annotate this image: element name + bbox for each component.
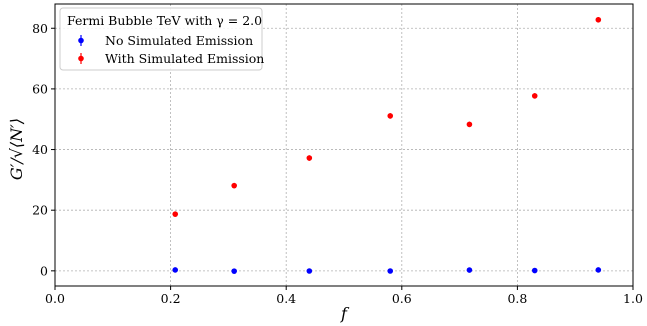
- point-no-emission: [595, 267, 602, 273]
- legend-title: Fermi Bubble TeV with γ = 2.0: [67, 13, 262, 28]
- point-no-emission: [387, 268, 394, 274]
- point-with-emission: [531, 93, 538, 99]
- y-tick-label: 60: [32, 81, 48, 96]
- point-with-emission: [306, 155, 313, 161]
- x-tick-label: 1.0: [623, 291, 643, 306]
- x-tick-label: 0.8: [507, 291, 527, 306]
- point-with-emission: [172, 211, 179, 217]
- x-tick-label: 0.6: [392, 291, 412, 306]
- point-no-emission: [466, 267, 473, 273]
- legend-label-no-emission: No Simulated Emission: [105, 33, 253, 48]
- point-no-emission: [306, 268, 313, 274]
- point-with-emission: [387, 113, 394, 119]
- point-with-emission: [466, 121, 473, 128]
- point-with-emission: [595, 16, 602, 23]
- x-axis-label: f: [340, 304, 350, 323]
- y-tick-label: 20: [32, 203, 48, 218]
- x-tick-label: 0.4: [276, 291, 296, 306]
- legend-marker-no-emission: [78, 35, 84, 46]
- legend-box: [59, 7, 263, 71]
- legend-label-with-emission: With Simulated Emission: [105, 51, 264, 66]
- plot-frame: [54, 3, 634, 287]
- legend: Fermi Bubble TeV with γ = 2.0 No Simulat…: [59, 7, 264, 71]
- point-no-emission: [231, 268, 237, 274]
- y-tick-label: 80: [32, 21, 48, 36]
- data-points: [172, 16, 602, 274]
- point-with-emission: [231, 182, 237, 189]
- point-no-emission: [172, 267, 179, 273]
- x-tick-label: 0.2: [161, 291, 181, 306]
- x-tick-label: 0.0: [45, 291, 65, 306]
- legend-marker-with-emission: [78, 53, 84, 64]
- axis-ticks: 0.0 0.2 0.4 0.6 0.8 1.0 0 20 40 60 80: [32, 21, 643, 306]
- y-tick-label: 40: [32, 142, 48, 157]
- point-no-emission: [531, 267, 538, 274]
- y-axis-label: G′/√⟨N′⟩: [7, 118, 26, 180]
- y-tick-label: 0: [40, 263, 48, 278]
